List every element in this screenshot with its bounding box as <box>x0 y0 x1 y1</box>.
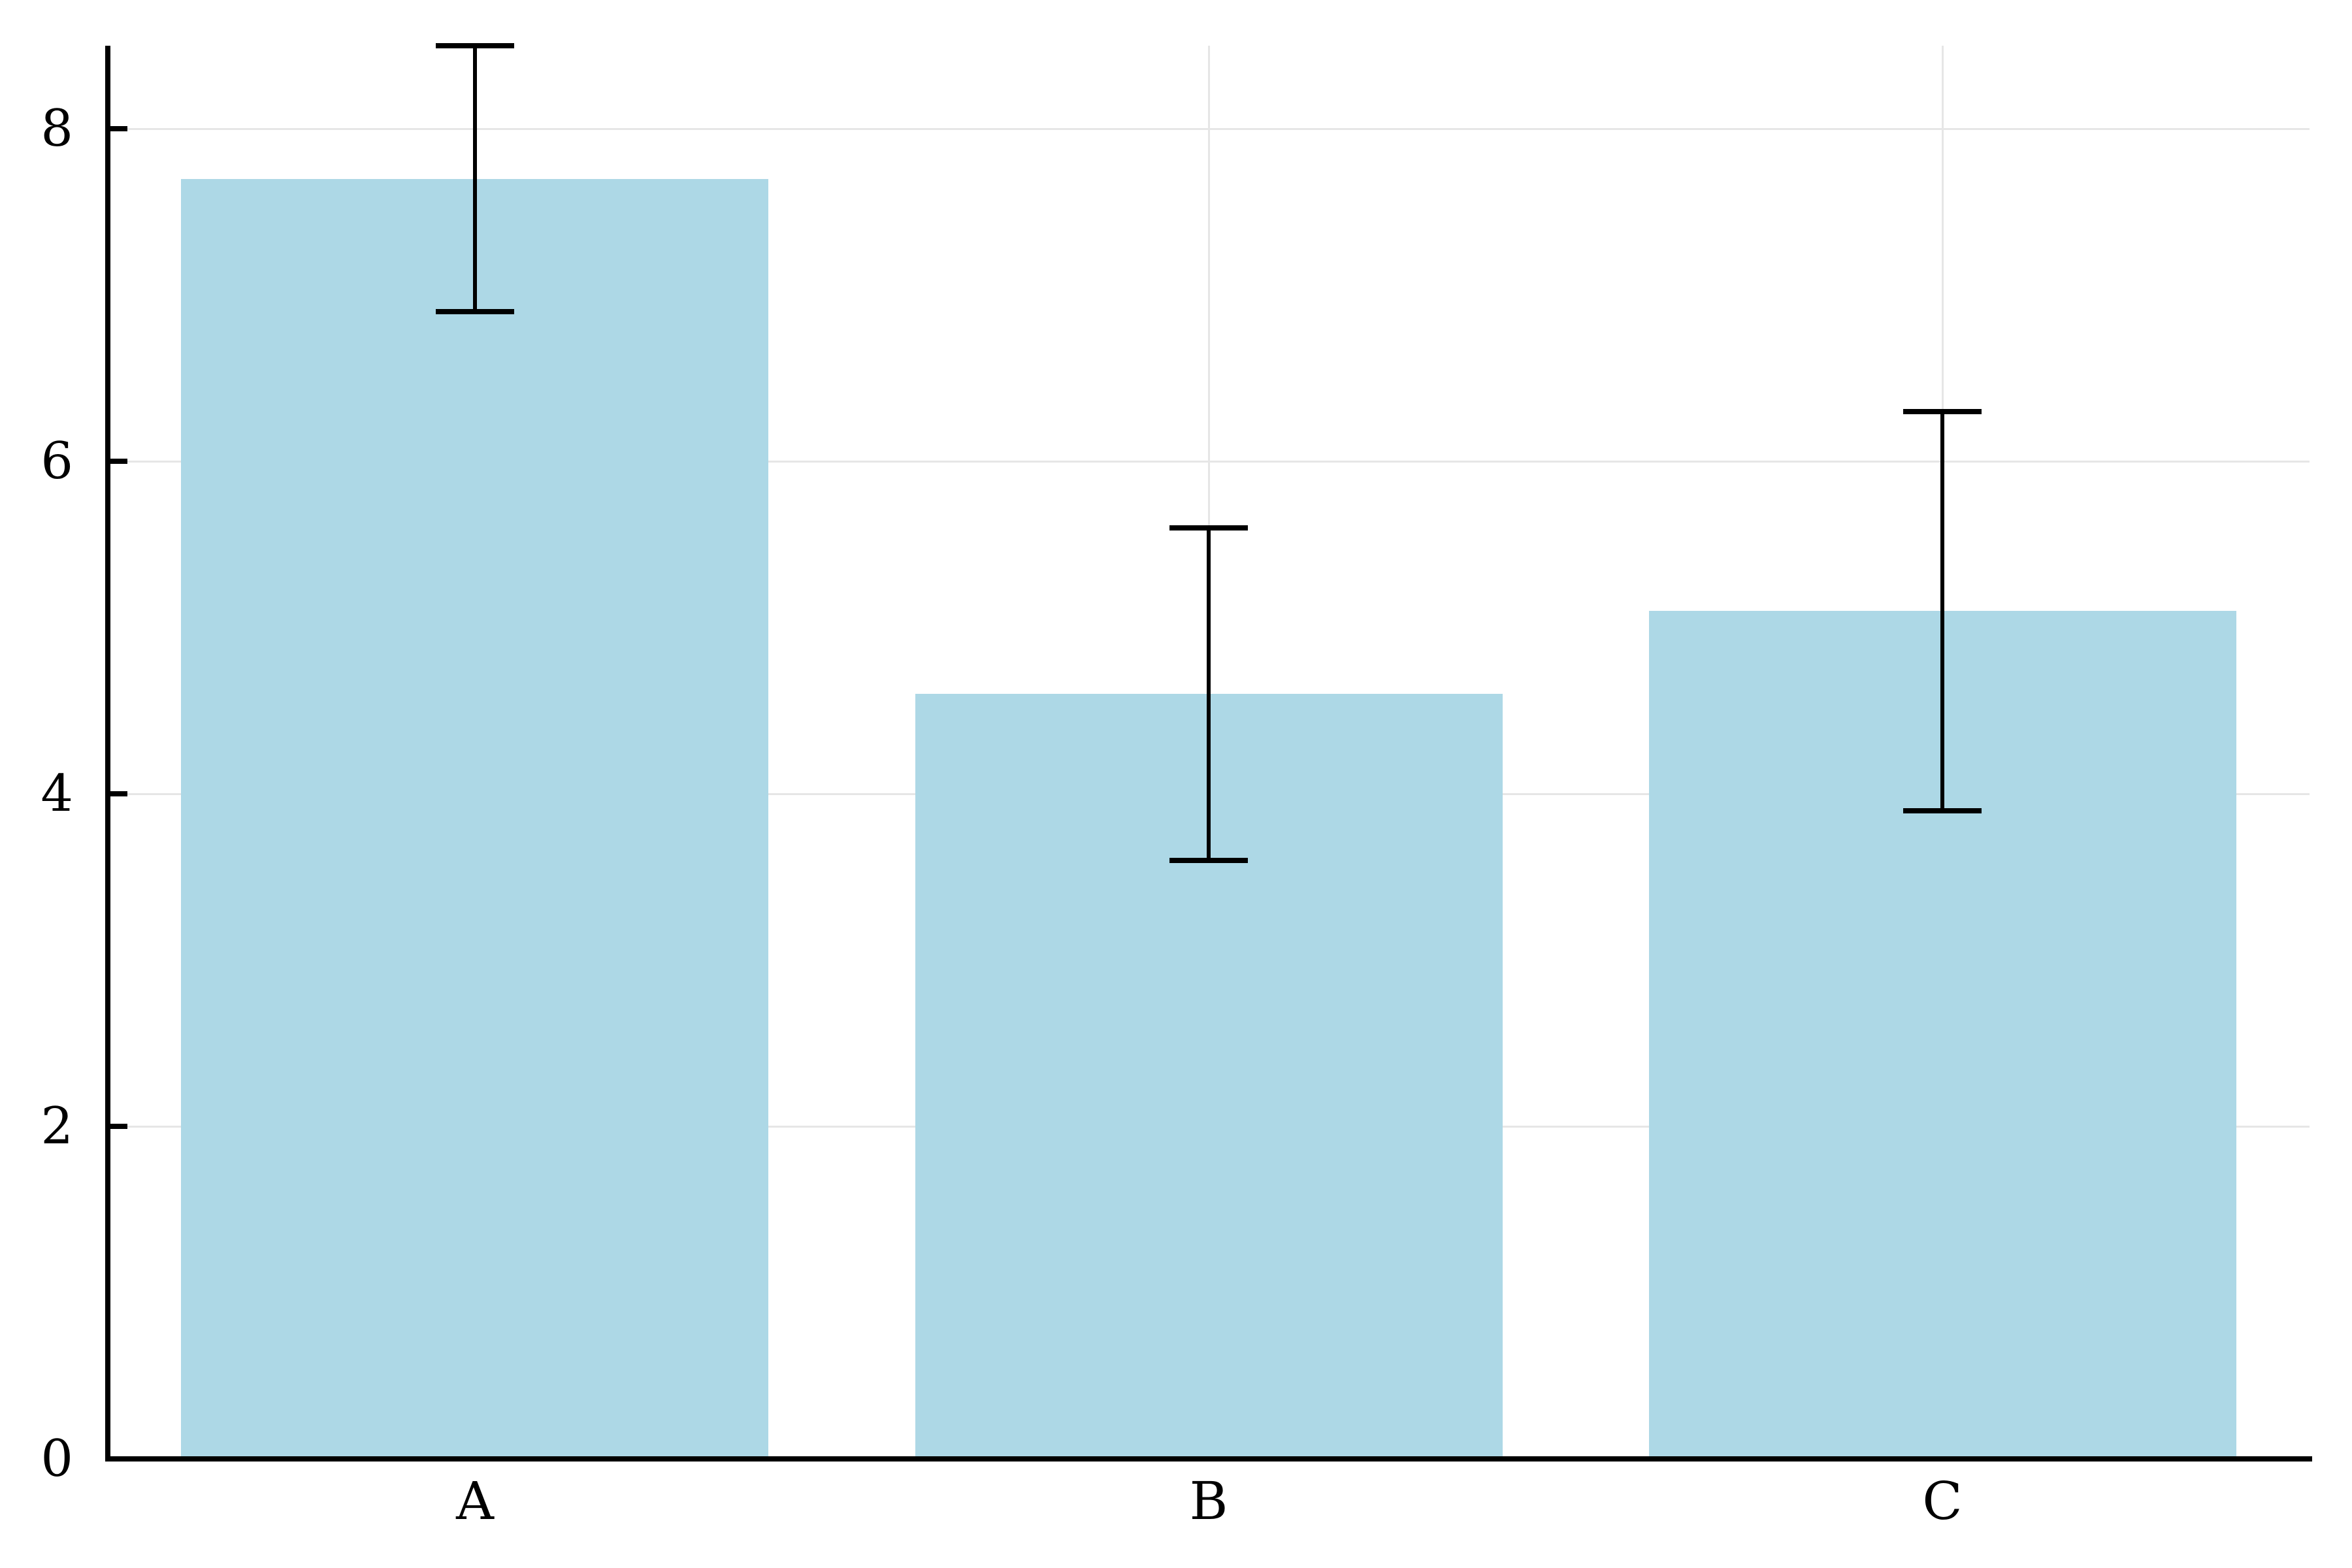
y-tick-2 <box>108 1124 127 1129</box>
errorbar-a-cap-bottom <box>436 309 514 314</box>
y-tick-4 <box>108 791 127 796</box>
x-label-b: B <box>1189 1471 1228 1531</box>
x-label-a: A <box>456 1471 494 1531</box>
errorbar-a-cap-top <box>436 43 514 48</box>
y-tick-0 <box>108 1456 127 1462</box>
y-tick-label-4: 4 <box>41 764 73 823</box>
y-tick-label-0: 0 <box>41 1429 73 1488</box>
x-label-c: C <box>1922 1471 1963 1531</box>
errorbar-c-cap-top <box>1903 409 1982 414</box>
y-tick-label-8: 8 <box>41 99 73 158</box>
errorbar-b-cap-top <box>1169 525 1248 531</box>
errorbar-b-cap-bottom <box>1169 858 1248 863</box>
errorbar-b-line <box>1207 528 1211 860</box>
errorbar-a-line <box>473 46 477 312</box>
y-axis-spine <box>105 46 110 1462</box>
errorbar-c-line <box>1940 412 1944 811</box>
bar-a <box>181 179 768 1459</box>
y-tick-6 <box>108 459 127 464</box>
errorbar-c-cap-bottom <box>1903 808 1982 813</box>
y-tick-label-2: 2 <box>41 1097 73 1156</box>
y-tick-label-6: 6 <box>41 432 73 491</box>
x-axis-spine <box>105 1456 2312 1462</box>
y-tick-8 <box>108 126 127 131</box>
